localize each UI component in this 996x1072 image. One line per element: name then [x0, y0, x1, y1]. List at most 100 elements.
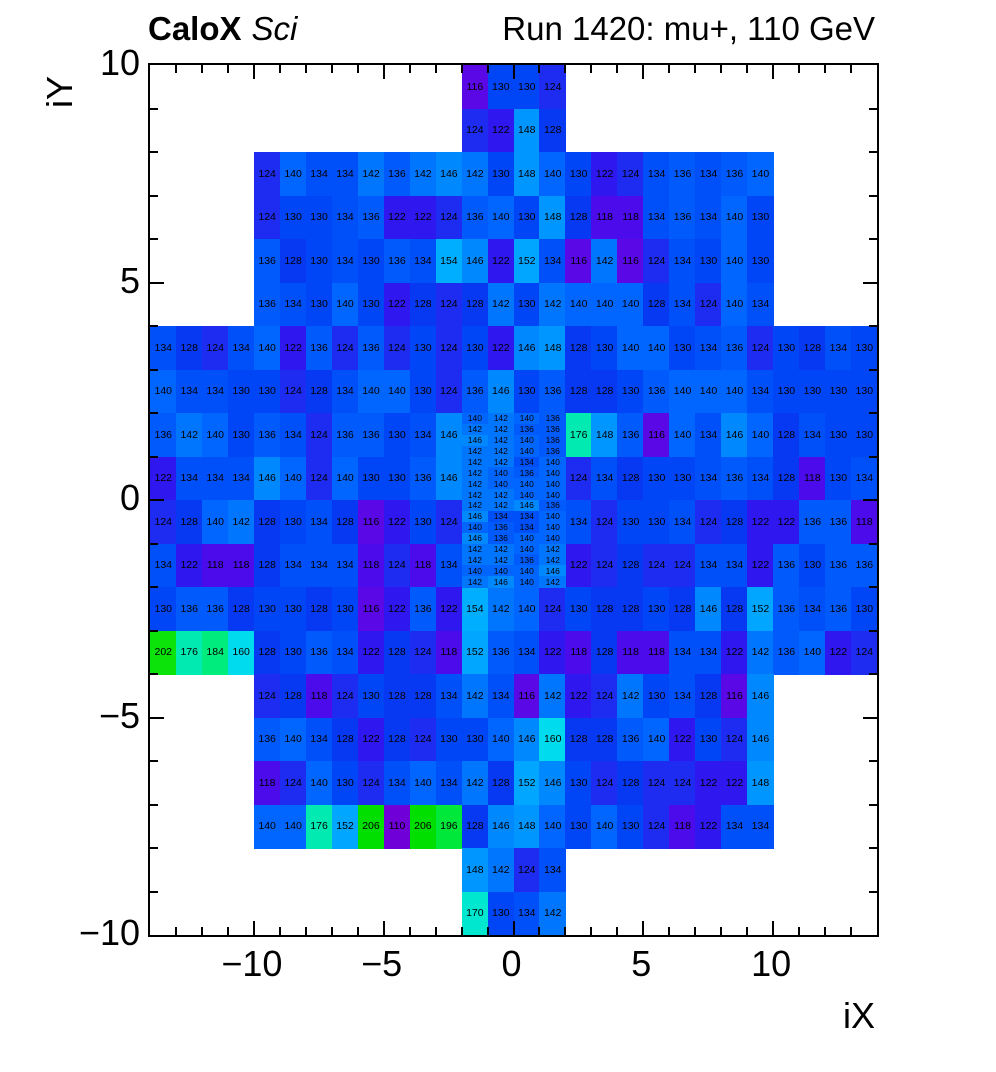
- heatmap-cell: 124: [695, 282, 722, 327]
- heatmap-cell: 134: [331, 239, 359, 284]
- heatmap-cell: 140: [383, 369, 411, 414]
- heatmap-cell: 134: [305, 717, 333, 762]
- heatmap-cell: 136: [825, 543, 852, 588]
- heatmap-cell: 140: [617, 282, 644, 327]
- x-tick-label: 10: [751, 943, 792, 984]
- heatmap-cell: 142: [539, 282, 566, 327]
- heatmap-cell: 130: [279, 500, 307, 545]
- heatmap-cell: 130: [487, 891, 515, 935]
- axis-tick: [869, 542, 877, 545]
- axis-tick: [869, 803, 877, 806]
- heatmap-cell: 130: [565, 761, 592, 806]
- heatmap-cell: 134: [175, 369, 203, 414]
- fine-heatmap-cell: 142: [461, 489, 489, 501]
- heatmap-cell: 124: [279, 761, 307, 806]
- heatmap-cell: 128: [773, 413, 800, 458]
- heatmap-cell: 124: [643, 761, 670, 806]
- fine-heatmap-cell: 146: [487, 576, 515, 588]
- heatmap-cell: 134: [331, 152, 359, 197]
- heatmap-cell: 130: [513, 282, 541, 327]
- axis-tick: [150, 716, 164, 719]
- heatmap-cell: 130: [305, 282, 333, 327]
- heatmap-cell: 140: [747, 413, 774, 458]
- heatmap-cell: 130: [825, 413, 852, 458]
- axis-tick: [150, 499, 164, 501]
- heatmap-cell: 118: [643, 630, 670, 675]
- axis-tick: [694, 927, 697, 935]
- heatmap-cell: 128: [331, 500, 359, 545]
- heatmap-cell: 146: [539, 761, 566, 806]
- fine-heatmap-cell: 142: [487, 434, 515, 447]
- heatmap-cell: 134: [305, 543, 333, 588]
- axis-tick: [460, 927, 463, 935]
- heatmap-cell: 130: [799, 369, 826, 414]
- heatmap-cell: 134: [721, 804, 748, 849]
- heatmap-cell: 130: [435, 717, 463, 762]
- heatmap-cell: 116: [513, 674, 541, 719]
- heatmap-cell: 142: [539, 891, 566, 935]
- axis-tick: [512, 921, 515, 935]
- fine-heatmap-cell: 142: [461, 478, 489, 490]
- axis-tick: [330, 927, 333, 935]
- heatmap-cell: 130: [461, 326, 489, 371]
- heatmap-cell: 134: [409, 239, 437, 284]
- axis-tick: [869, 847, 877, 849]
- axis-tick: [150, 107, 158, 110]
- heatmap-cell: 142: [461, 761, 489, 806]
- axis-tick: [382, 65, 385, 79]
- fine-heatmap-cell: 140: [513, 543, 541, 555]
- fine-heatmap-cell: 140: [513, 434, 541, 447]
- axis-tick: [200, 65, 203, 73]
- heatmap-cell: 128: [331, 717, 359, 762]
- fine-heatmap-cell: 140: [513, 576, 541, 588]
- heatmap-cell: 122: [747, 500, 774, 545]
- heatmap-cell: 136: [643, 369, 670, 414]
- heatmap-cell: 146: [513, 326, 541, 371]
- heatmap-cell: 130: [643, 500, 670, 545]
- fine-heatmap-cell: 140: [461, 521, 489, 534]
- fine-heatmap-cell: 136: [539, 423, 566, 436]
- fine-heatmap-cell: 142: [461, 423, 489, 436]
- heatmap-cell: 118: [305, 674, 333, 719]
- heatmap-cell: 140: [279, 456, 307, 501]
- heatmap-cell: 160: [227, 630, 255, 675]
- heatmap-cell: 124: [279, 369, 307, 414]
- heatmap-cell: 146: [513, 717, 541, 762]
- heatmap-cell: 136: [305, 326, 333, 371]
- heatmap-cell: 146: [435, 456, 463, 501]
- fine-heatmap-cell: 136: [487, 532, 515, 545]
- heatmap-cell: 130: [591, 326, 618, 371]
- axis-tick: [434, 927, 437, 935]
- axis-tick: [174, 65, 177, 73]
- heatmap-cell: 130: [357, 282, 385, 327]
- heatmap-cell: 146: [747, 674, 774, 719]
- y-tick-label: −5: [98, 694, 140, 736]
- heatmap-cell: 130: [487, 152, 515, 197]
- heatmap-cell: 136: [721, 326, 748, 371]
- heatmap-cell: 124: [253, 674, 281, 719]
- heatmap-cell: 142: [409, 152, 437, 197]
- axis-tick: [590, 927, 593, 935]
- heatmap-cell: 184: [201, 630, 229, 675]
- heatmap-cell: 134: [305, 152, 333, 197]
- axis-tick: [746, 927, 749, 935]
- fine-heatmap-cell: 136: [513, 554, 541, 566]
- fine-heatmap-cell: 140: [487, 467, 515, 479]
- heatmap-cell: 128: [279, 674, 307, 719]
- fine-heatmap-cell: 142: [461, 456, 489, 468]
- heatmap-cell: 134: [747, 369, 774, 414]
- axis-tick: [512, 65, 515, 79]
- fine-heatmap-cell: 140: [539, 489, 566, 501]
- heatmap-cell: 130: [357, 239, 385, 284]
- heatmap-cell: 136: [253, 413, 281, 458]
- heatmap-cell: 134: [227, 326, 255, 371]
- heatmap-cell: 134: [175, 456, 203, 501]
- heatmap-cell: 130: [331, 761, 359, 806]
- heatmap-cell: 136: [721, 152, 748, 197]
- axis-tick: [824, 65, 827, 73]
- heatmap-cell: 136: [201, 587, 229, 632]
- heatmap-cell: 134: [695, 543, 722, 588]
- axis-tick: [694, 65, 697, 73]
- heatmap-cell: 124: [305, 413, 333, 458]
- heatmap-cell: 134: [435, 674, 463, 719]
